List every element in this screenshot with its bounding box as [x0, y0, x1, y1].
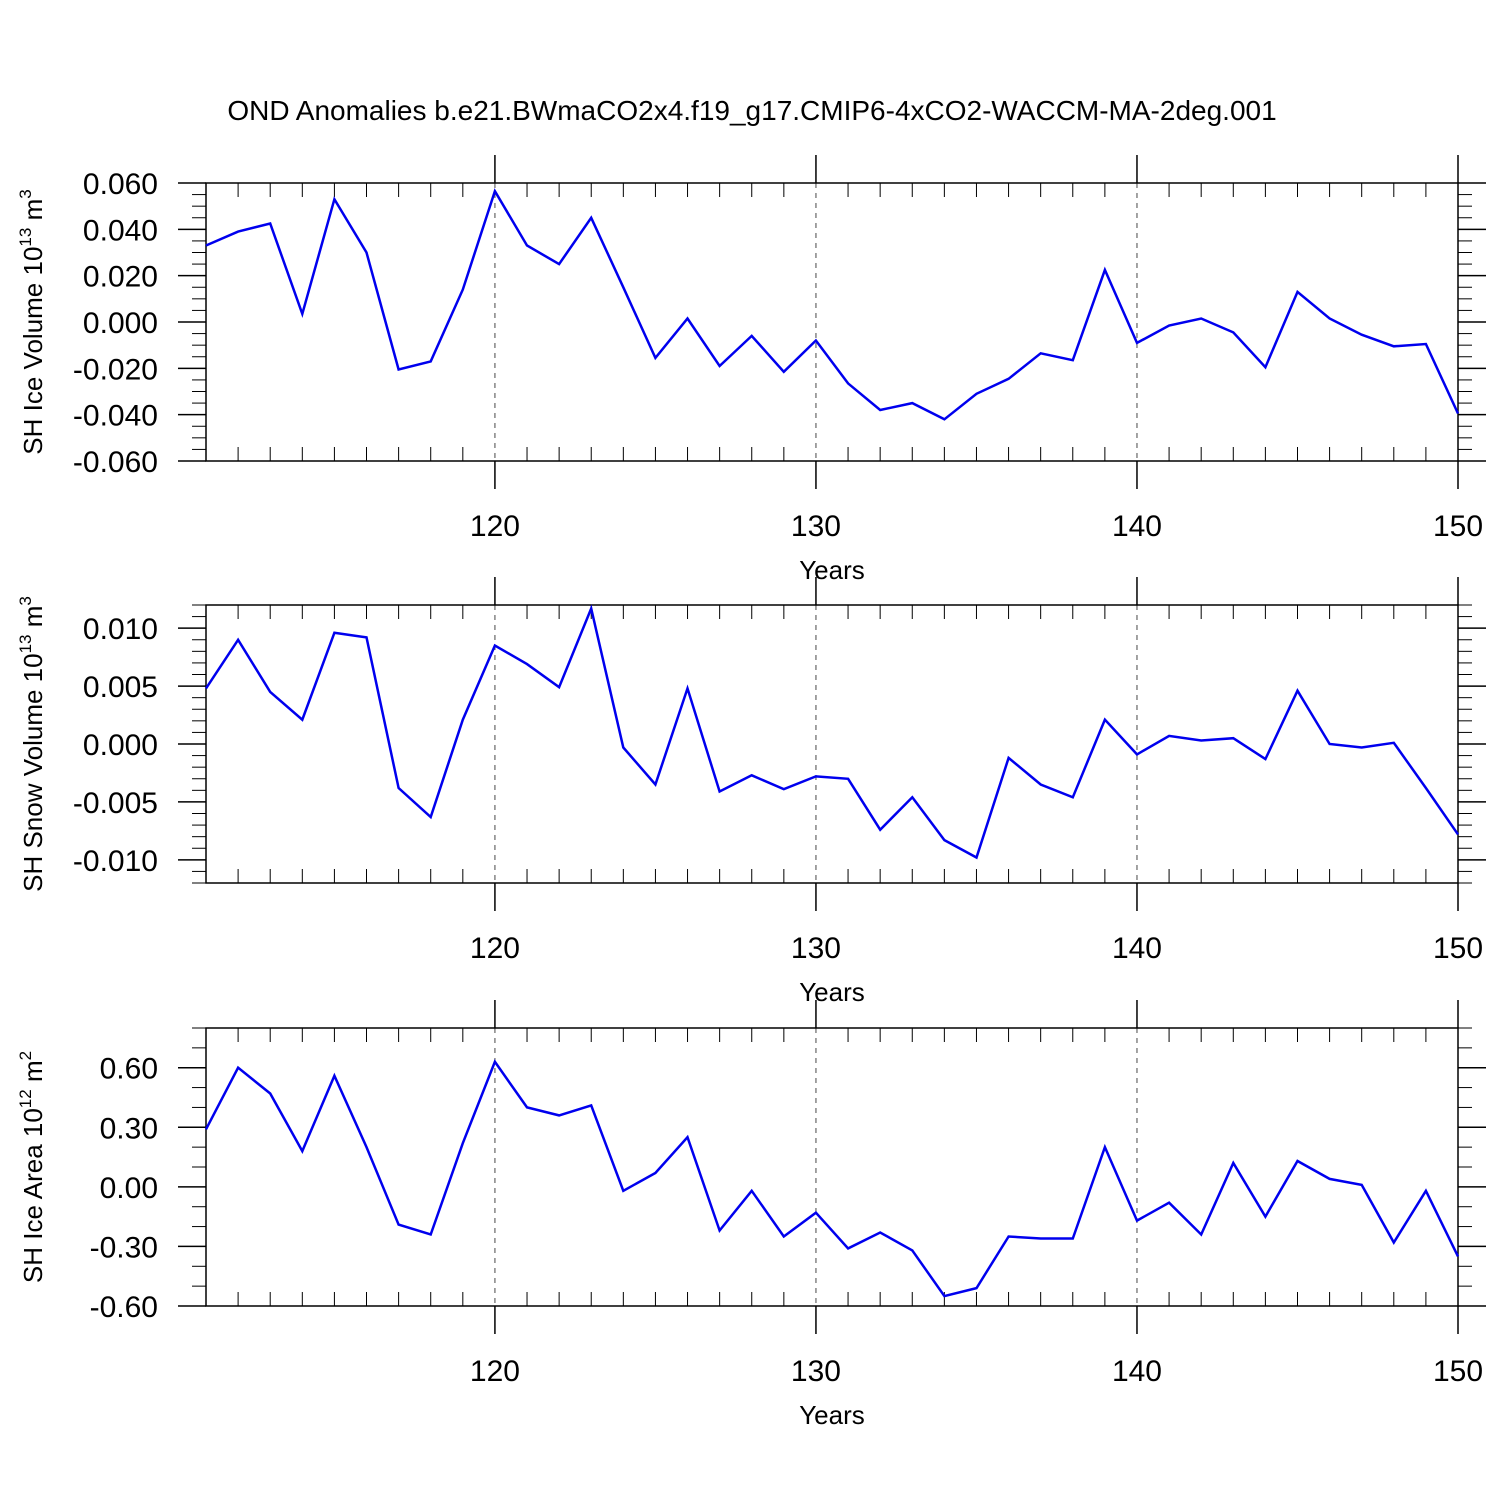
y-tick-label: -0.60 — [90, 1291, 158, 1324]
y-tick-label: 0.020 — [83, 261, 158, 294]
y-tick-label: 0.000 — [83, 729, 158, 762]
y-axis-label-unit: m — [18, 606, 48, 635]
y-tick-label: -0.30 — [90, 1231, 158, 1264]
y-tick-label: 0.005 — [83, 671, 158, 704]
y-tick-label: -0.060 — [73, 446, 158, 479]
panel-3: 120 130 140 150 -0.60 -0.30 0.00 0.30 0.60 Years S… — [16, 1000, 1486, 1430]
y-tick-label: -0.020 — [73, 353, 158, 386]
x-tick-label-120: 120 — [470, 510, 520, 543]
panel-1: 120 130 140 150 -0.060 -0.040 -0.020 0.000 0.020… — [16, 155, 1486, 585]
x-tick-label-150: 150 — [1433, 510, 1483, 543]
x-tick-label-120: 120 — [470, 932, 520, 965]
y-axis-label-main: SH Ice Volume 10 — [18, 247, 48, 455]
panels-container: 120 130 140 150 -0.060 -0.040 -0.020 0.000 0.020… — [16, 155, 1486, 1430]
series-line-2 — [204, 604, 1460, 860]
panel-2: 120 130 140 150 -0.010 -0.005 0.000 0.005 0.010 Y… — [16, 577, 1486, 1007]
series-line-3 — [204, 1059, 1460, 1298]
y-axis-label-unit-exponent: 3 — [16, 596, 35, 605]
y-axis-label-unit: m — [18, 199, 48, 228]
series-line-1 — [205, 188, 1460, 421]
y-axis-label-main: SH Ice Area 10 — [18, 1108, 48, 1283]
y-tick-label: 0.00 — [100, 1172, 158, 1205]
y-axis-label: SH Ice Volume 1013 m3 — [16, 189, 48, 454]
y-axis-label-main: SH Snow Volume 10 — [18, 653, 48, 891]
y-axis-label-unit: m — [18, 1060, 48, 1089]
y-axis-label-exponent: 12 — [16, 1089, 35, 1108]
plot-frame — [205, 182, 1459, 462]
y-tick-label: 0.000 — [83, 307, 158, 340]
plot-frame — [205, 604, 1459, 884]
plot-frame — [205, 1027, 1459, 1307]
x-tick-label-140: 140 — [1112, 510, 1162, 543]
x-tick-label-130: 130 — [791, 932, 841, 965]
y-axis-label-unit-exponent: 3 — [16, 189, 35, 198]
y-tick-label: 0.010 — [83, 613, 158, 646]
x-tick-label-140: 140 — [1112, 1355, 1162, 1388]
y-tick-label: 0.040 — [83, 214, 158, 247]
y-axis-label-exponent: 13 — [16, 634, 35, 653]
x-tick-label-150: 150 — [1433, 1355, 1483, 1388]
y-axis-label: SH Snow Volume 1013 m3 — [16, 596, 48, 892]
x-tick-label-130: 130 — [791, 1355, 841, 1388]
y-axis-label-unit-exponent: 2 — [16, 1051, 35, 1060]
y-tick-label: -0.040 — [73, 400, 158, 433]
y-tick-label: -0.005 — [73, 787, 158, 820]
y-tick-label: 0.060 — [83, 168, 158, 201]
y-axis-label: SH Ice Area 1012 m2 — [16, 1051, 48, 1283]
y-tick-label: 0.60 — [100, 1053, 158, 1086]
x-tick-label-140: 140 — [1112, 932, 1162, 965]
x-axis-label: Years — [799, 555, 865, 585]
y-tick-label: 0.30 — [100, 1112, 158, 1145]
x-axis-label: Years — [799, 1400, 865, 1430]
y-tick-label: -0.010 — [73, 845, 158, 878]
x-tick-label-120: 120 — [470, 1355, 520, 1388]
x-tick-label-130: 130 — [791, 510, 841, 543]
chart-title: OND Anomalies b.e21.BWmaCO2x4.f19_g17.CM… — [227, 95, 1276, 126]
y-axis-label-exponent: 13 — [16, 228, 35, 247]
x-axis-label: Years — [799, 977, 865, 1007]
x-tick-label-150: 150 — [1433, 932, 1483, 965]
